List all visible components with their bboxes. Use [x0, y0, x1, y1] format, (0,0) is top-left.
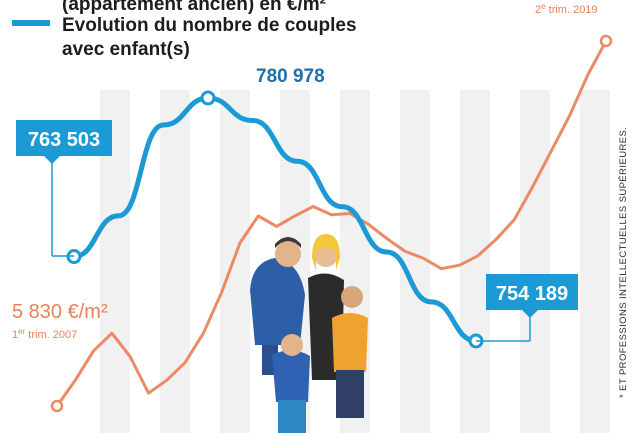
price-end-point: [599, 34, 613, 48]
background-band: [400, 90, 430, 433]
svg-text:754 189: 754 189: [496, 283, 568, 305]
family-illustration: [250, 234, 368, 433]
svg-text:763 503: 763 503: [28, 129, 100, 151]
end-period-label: 2e trim. 2019: [535, 2, 598, 16]
price-start-point: [50, 399, 64, 413]
teen-shirt: [332, 313, 368, 372]
label-763503: 763 503: [16, 120, 112, 257]
background-band: [520, 90, 550, 433]
legend: (appartement ancien) en €/m² Evolution d…: [12, 0, 598, 60]
price-start-value: 5 830 €/m²: [12, 301, 108, 323]
start-period-sup: er: [18, 327, 25, 336]
background-band: [220, 90, 250, 433]
legend-couples-line1: Evolution du nombre de couples: [62, 15, 357, 36]
teen-legs: [336, 370, 364, 418]
label-780978: 780 978: [256, 66, 325, 87]
father-head: [275, 241, 301, 267]
price-series-line: [55, 40, 608, 407]
label-754189: 754 189: [476, 274, 578, 342]
background-band: [580, 90, 610, 433]
start-period-prefix: 1: [12, 329, 18, 341]
footnote: * ET PROFESSIONS INTELLECTUELLES SUPÉRIE…: [618, 127, 629, 398]
father-jacket: [250, 258, 305, 345]
end-period-text: trim. 2019: [546, 4, 598, 16]
end-period-sup: e: [541, 2, 546, 11]
legend-price-label: (appartement ancien) en €/m²: [62, 0, 326, 15]
end-period-prefix: 2: [535, 4, 541, 16]
legend-couples-line2: avec enfant(s): [62, 39, 190, 60]
couples-point-peak: [200, 90, 216, 106]
couples-series-line: [71, 95, 479, 344]
teen-head: [341, 286, 363, 308]
child-shirt: [272, 350, 310, 402]
price-start-period: 1er trim. 2007: [12, 327, 77, 341]
mother-hair: [312, 234, 340, 270]
child-legs: [278, 400, 306, 433]
background-band: [160, 90, 190, 433]
father-hair: [275, 237, 301, 248]
child-head: [281, 334, 303, 356]
legend-blue-swatch: [12, 20, 50, 26]
start-period-text: trim. 2007: [25, 329, 77, 341]
